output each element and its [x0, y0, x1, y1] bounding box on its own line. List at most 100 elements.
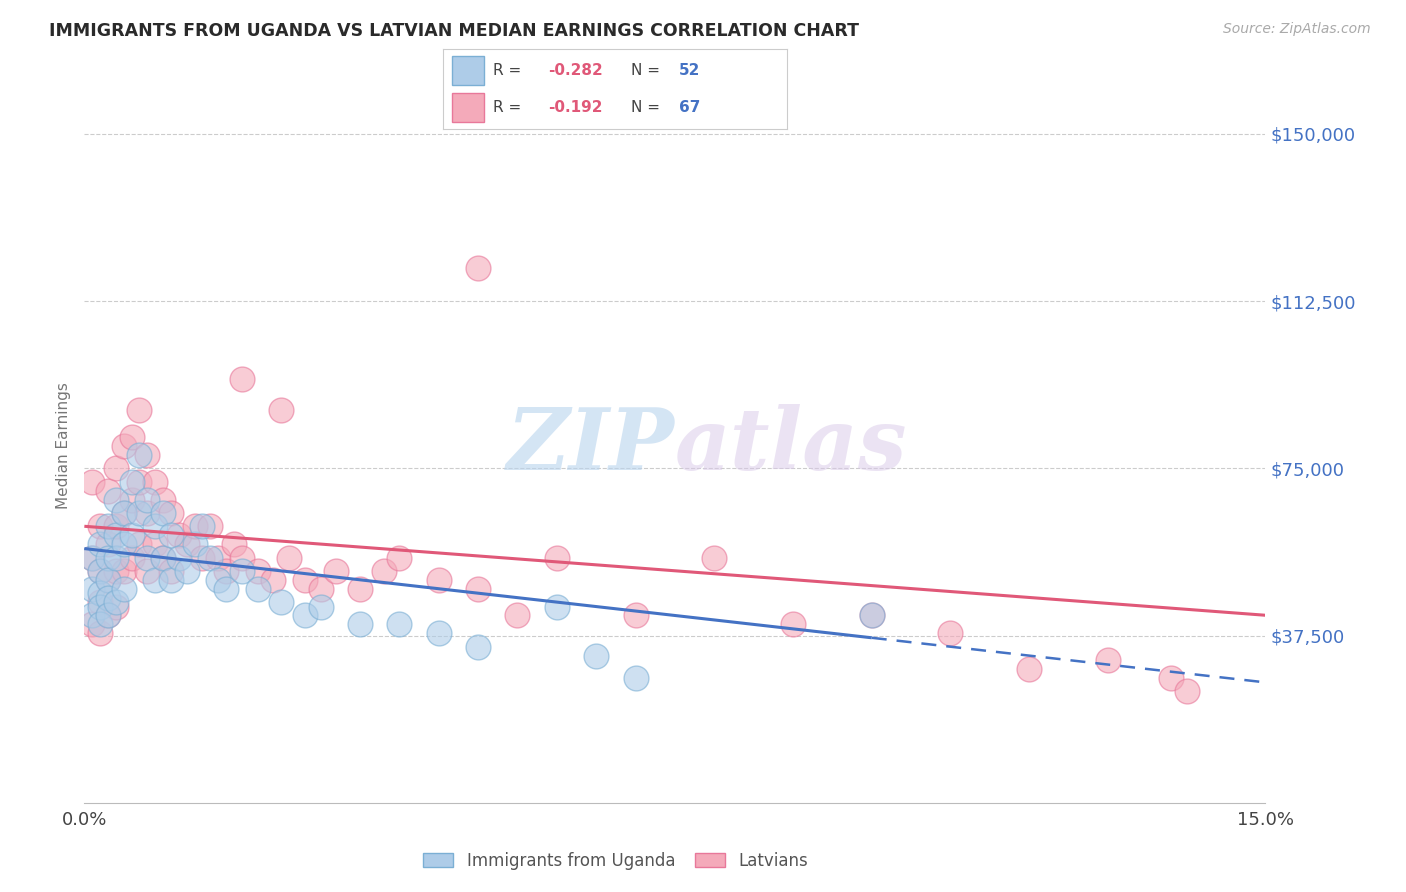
Point — [121, 492, 143, 507]
Point — [97, 608, 120, 623]
Point — [231, 372, 253, 386]
Point — [546, 550, 568, 565]
Point — [82, 608, 104, 623]
Y-axis label: Median Earnings: Median Earnings — [56, 383, 72, 509]
Point — [624, 671, 647, 685]
FancyBboxPatch shape — [451, 94, 484, 122]
Point — [89, 599, 111, 614]
Point — [207, 573, 229, 587]
Point — [215, 564, 238, 578]
Point — [1160, 671, 1182, 685]
Point — [373, 564, 395, 578]
Text: -0.192: -0.192 — [548, 100, 602, 115]
Point — [624, 608, 647, 623]
Point — [246, 564, 269, 578]
Point — [703, 550, 725, 565]
Point — [231, 564, 253, 578]
Legend: Immigrants from Uganda, Latvians: Immigrants from Uganda, Latvians — [416, 846, 815, 877]
Text: atlas: atlas — [675, 404, 907, 488]
Point — [152, 550, 174, 565]
Point — [200, 550, 222, 565]
Point — [152, 492, 174, 507]
Point — [97, 591, 120, 605]
Point — [104, 519, 127, 533]
Point — [104, 595, 127, 609]
Point — [82, 582, 104, 596]
Point — [97, 550, 120, 565]
Point — [152, 550, 174, 565]
Point — [349, 582, 371, 596]
Point — [121, 430, 143, 444]
Point — [309, 582, 332, 596]
Point — [82, 475, 104, 489]
Point — [176, 537, 198, 551]
Point — [860, 608, 883, 623]
Point — [939, 626, 962, 640]
Point — [1018, 662, 1040, 676]
Point — [167, 528, 190, 542]
Point — [294, 608, 316, 623]
Point — [262, 573, 284, 587]
Point — [136, 448, 159, 462]
Point — [128, 506, 150, 520]
Point — [121, 475, 143, 489]
Point — [104, 550, 127, 565]
Point — [152, 506, 174, 520]
Point — [89, 564, 111, 578]
Point — [128, 537, 150, 551]
Point — [104, 528, 127, 542]
Point — [467, 640, 489, 654]
Point — [82, 550, 104, 565]
Point — [89, 519, 111, 533]
Point — [97, 483, 120, 498]
Point — [104, 564, 127, 578]
Point — [309, 599, 332, 614]
Point — [1097, 653, 1119, 667]
Point — [215, 582, 238, 596]
Point — [89, 586, 111, 600]
Text: ZIP: ZIP — [508, 404, 675, 488]
Point — [112, 506, 135, 520]
Point — [136, 506, 159, 520]
Point — [183, 537, 205, 551]
Point — [82, 617, 104, 632]
Point — [104, 461, 127, 475]
Point — [176, 564, 198, 578]
Point — [546, 599, 568, 614]
Point — [349, 617, 371, 632]
Text: R =: R = — [494, 100, 526, 115]
Point — [128, 403, 150, 417]
Point — [136, 564, 159, 578]
Point — [1175, 684, 1198, 698]
Point — [325, 564, 347, 578]
Point — [97, 519, 120, 533]
Point — [427, 573, 450, 587]
Text: N =: N = — [631, 63, 665, 78]
Point — [294, 573, 316, 587]
Point — [143, 573, 166, 587]
Point — [506, 608, 529, 623]
Point — [97, 573, 120, 587]
Point — [191, 550, 214, 565]
Point — [246, 582, 269, 596]
Point — [97, 537, 120, 551]
Point — [89, 537, 111, 551]
Point — [121, 550, 143, 565]
Point — [112, 439, 135, 453]
Point — [231, 550, 253, 565]
Point — [388, 617, 411, 632]
Point — [183, 519, 205, 533]
Point — [160, 528, 183, 542]
Text: -0.282: -0.282 — [548, 63, 603, 78]
Text: 52: 52 — [679, 63, 700, 78]
Point — [143, 537, 166, 551]
Point — [160, 506, 183, 520]
Point — [388, 550, 411, 565]
Point — [467, 582, 489, 596]
Point — [143, 519, 166, 533]
Text: N =: N = — [631, 100, 665, 115]
Point — [89, 564, 111, 578]
Point — [278, 550, 301, 565]
Point — [112, 564, 135, 578]
Point — [89, 626, 111, 640]
